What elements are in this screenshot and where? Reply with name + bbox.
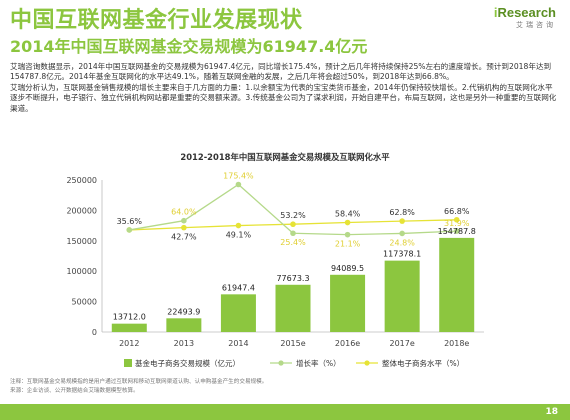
overall-level-point <box>344 219 351 226</box>
bar-value-label: 13712.0 <box>113 313 146 322</box>
y-tick-label: 250000 <box>66 176 97 185</box>
growth-rate-label: 24.8% <box>389 238 415 247</box>
overall-level-label: 58.4% <box>335 210 361 219</box>
footnote-source: 来源：企业访谈、公开数据结合艾瑞数据模型核算。 <box>10 387 139 394</box>
growth-rate-label: 25.4% <box>280 238 306 247</box>
y-tick-label: 100000 <box>66 267 97 276</box>
overall-level-label: 49.1% <box>226 231 252 240</box>
x-tick-label: 2018e <box>444 339 469 348</box>
bar-2015e <box>275 284 311 332</box>
x-tick-label: 2017e <box>390 339 415 348</box>
bar-value-label: 117378.1 <box>383 250 421 259</box>
bottom-bar <box>0 404 570 420</box>
page-title: 中国互联网基金行业发展现状 <box>10 8 303 33</box>
growth-rate-label: 31.9% <box>444 219 470 228</box>
logo-wordmark: Research <box>497 5 556 20</box>
bar-value-label: 94089.5 <box>331 264 364 273</box>
bar-2018e <box>439 237 475 332</box>
growth-rate-point <box>181 217 187 224</box>
page-number: 18 <box>545 407 558 417</box>
x-tick-label: 2016e <box>335 339 360 348</box>
x-tick-label: 2013 <box>174 339 194 348</box>
legend-bar-label: 基金电子商务交易规模（亿元） <box>135 358 240 368</box>
bar-value-label: 61947.4 <box>222 283 255 292</box>
overall-level-point <box>235 222 242 229</box>
bar-2014 <box>220 294 256 332</box>
chart-title: 2012-2018年中国互联网基金交易规模及互联网化水平 <box>180 152 390 162</box>
growth-rate-point <box>399 230 405 237</box>
y-tick-label: 0 <box>92 328 97 337</box>
overall-level-label: 62.8% <box>389 208 415 217</box>
growth-rate-point <box>126 227 133 233</box>
combo-chart: 0 50000 100000 150000 200000 250000 2012 2013 20… <box>66 171 484 368</box>
x-tick-label: 2012 <box>119 339 139 348</box>
x-tick-label: 2014 <box>228 339 248 348</box>
growth-rate-point <box>290 230 296 237</box>
bar-2016e <box>330 274 366 332</box>
logo-chinese-name: 艾瑞咨询 <box>516 21 556 29</box>
x-tick-label: 2015e <box>280 339 305 348</box>
growth-rate-point <box>453 228 460 234</box>
growth-rate-label: 175.4% <box>223 171 254 180</box>
bar-value-label: 154787.8 <box>438 227 476 236</box>
page-subtitle: 2014年中国互联网基金交易规模为61947.4亿元 <box>10 37 368 56</box>
iresearch-logo: iResearch 艾瑞咨询 <box>494 5 556 30</box>
analysis-paragraph-2: 艾瑞分析认为，互联网基金销售规模的增长主要来自于几方面的力量：1.以余额宝为代表… <box>10 82 557 113</box>
growth-rate-label: 64.0% <box>171 208 197 217</box>
overall-level-point <box>453 216 460 223</box>
bar-value-label: 77673.3 <box>276 274 309 283</box>
bar-value-label: 22493.9 <box>167 307 200 316</box>
y-tick-label: 150000 <box>66 237 97 246</box>
bar-2017e <box>384 260 420 332</box>
bar-2013 <box>166 318 202 332</box>
growth-rate-point <box>235 181 242 188</box>
overall-level-point <box>290 221 296 228</box>
footnote-note: 注释：互联网基金交易规模指的是用户通过互联网和移动互联网渠道认购、认申购基金产生… <box>10 379 268 385</box>
overall-level-point <box>399 218 405 224</box>
legend-overall-marker <box>364 360 370 366</box>
legend-growth-label: 增长率（%） <box>296 358 341 368</box>
y-tick-label: 50000 <box>72 298 97 307</box>
growth-rate-point <box>344 231 351 238</box>
legend-overall-label: 整体电子商务水平（%） <box>382 358 464 368</box>
bar-2012 <box>111 323 147 332</box>
overall-level-label: 35.6% <box>117 217 143 226</box>
overall-level-label: 42.7% <box>171 233 197 242</box>
logo-i-mark: i <box>493 5 498 20</box>
analysis-text: 艾瑞咨询数据显示，2014年中国互联网基金的交易规模为61947.4亿元，同比增… <box>10 62 558 114</box>
growth-rate-label: 21.1% <box>335 240 361 249</box>
footnote: 注释：互联网基金交易规模指的是用户通过互联网和移动互联网渠道认购、认申购基金产生… <box>10 378 267 395</box>
analysis-paragraph-1: 艾瑞咨询数据显示，2014年中国互联网基金的交易规模为61947.4亿元，同比增… <box>10 62 552 82</box>
overall-level-label: 53.2% <box>280 211 306 220</box>
legend-growth-marker <box>278 360 284 366</box>
legend-bar-swatch <box>124 359 132 367</box>
y-tick-label: 200000 <box>66 206 97 215</box>
overall-level-label: 66.8% <box>444 207 470 216</box>
overall-level-point <box>181 224 187 231</box>
